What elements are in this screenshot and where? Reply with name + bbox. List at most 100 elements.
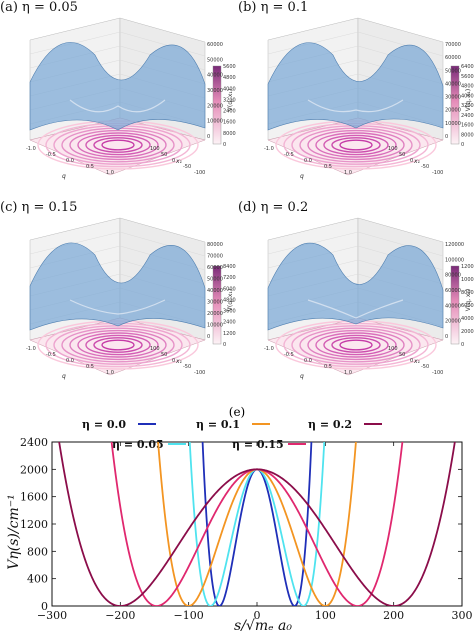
z-axis-label: V(q, x₁) (465, 289, 472, 311)
colorbar-tick-label: 24000 (461, 113, 474, 119)
z-tick-label: 10000 (445, 121, 461, 127)
colorbar-tick-label: 40000 (461, 93, 474, 99)
x-tick-label: 100 (315, 609, 336, 622)
chart-panel-label: (e) (229, 405, 245, 419)
colorbar-tick-label: 60000 (461, 303, 474, 309)
surface-valley-line (307, 99, 404, 113)
x1-tick-label: 50 (161, 152, 167, 158)
contour-line (323, 334, 389, 356)
x1-tick-label: 100 (388, 346, 398, 352)
contour-line (85, 334, 151, 356)
y-tick-label: 2400 (20, 436, 48, 449)
colorbar-tick-label: 64000 (461, 64, 474, 70)
potential-line-chart: (e) η = 0.0η = 0.05η = 0.1η = 0.15η = 0.… (6, 405, 473, 634)
contour-line (339, 339, 373, 351)
z-tick-label: 80000 (207, 242, 223, 248)
q-tick-label: 0.5 (324, 164, 332, 170)
wall-grid-line (267, 231, 359, 255)
contour-line (101, 139, 135, 151)
chart-y-axis-label: Vη(s)/cm⁻¹ (6, 494, 22, 569)
y-tick-label: 400 (27, 573, 48, 586)
q-tick-label: 0.5 (86, 364, 94, 370)
x1-tick-label: -100 (194, 370, 205, 376)
colorbar-tick-label: 80000 (461, 290, 474, 296)
x1-axis-label: x₁ (413, 358, 421, 365)
surface-plot-d: 1200001000008000060000400002000001200001… (264, 217, 474, 380)
contour-line (77, 332, 159, 358)
x1-tick-label: 100 (150, 146, 160, 152)
x-tick-label: −200 (105, 609, 135, 622)
contour-line (101, 339, 135, 351)
wall-grid-line (119, 231, 206, 257)
wall-grid-line (357, 231, 444, 257)
q-tick-label: -1.0 (264, 146, 274, 152)
q-axis-label: q (300, 373, 304, 380)
x-tick-label: −100 (174, 609, 204, 622)
contour-line (307, 129, 405, 161)
z-tick-label: 20000 (445, 319, 461, 325)
z-tick-label: 70000 (445, 42, 461, 48)
colorbar-tick-label: 120000 (461, 264, 474, 270)
z-tick-label: 60000 (207, 265, 223, 271)
colorbar-tick-label: 8000 (223, 131, 236, 137)
colorbar-tick-label: 32000 (461, 103, 474, 109)
x1-tick-label: 50 (161, 352, 167, 358)
x1-tick-label: -50 (421, 364, 429, 370)
colorbar-tick-label: 24000 (223, 320, 236, 326)
colorbar-tick-label: 84000 (223, 264, 236, 270)
x-tick-label: −300 (37, 609, 67, 622)
contour-line (61, 327, 175, 363)
surface-figure-b: 6400056000480004000032000240001600080000… (264, 17, 474, 180)
surface-plot-c: 8400072000600004800036000240001200008000… (26, 217, 236, 380)
z-tick-label: 0 (207, 134, 210, 140)
colorbar-tick-label: 36000 (223, 309, 236, 315)
chart-plot-area: −300 −200 −100 0 100 200 300 0 400 800 1200 1600 200… (20, 436, 473, 622)
contour-line (339, 139, 373, 151)
x-tick-label: 200 (383, 609, 404, 622)
q-tick-label: 0.0 (304, 358, 312, 364)
chart-x-axis-label: s/√mₑ a₀ (234, 618, 292, 634)
q-tick-label: 1.0 (344, 170, 352, 176)
q-tick-label: 1.0 (106, 370, 114, 376)
x1-tick-label: 0 (172, 358, 175, 364)
potential-surface (267, 42, 444, 131)
colorbar (212, 265, 222, 345)
colorbar-tick-label: 56000 (223, 64, 236, 70)
contour-line (331, 137, 381, 153)
colorbar-tick-label: 32000 (223, 97, 236, 103)
surface-valley-line (69, 299, 166, 315)
x-tick-label: 0 (254, 609, 261, 622)
contour-line (323, 134, 389, 156)
z-tick-label: 40000 (207, 288, 223, 294)
q-axis-label: q (62, 173, 66, 180)
colorbar-tick-label: 24000 (223, 109, 236, 115)
colorbar-tick-label: 48000 (461, 84, 474, 90)
colorbar-tick-label: 20000 (461, 329, 474, 335)
z-tick-label: 40000 (445, 81, 461, 87)
colorbar-tick-label: 72000 (223, 275, 236, 281)
z-tick-label: 0 (445, 134, 448, 140)
y-tick-label: 2000 (20, 463, 48, 476)
surface-plot-a: 5600048000400003200024000160008000060000… (26, 17, 236, 180)
q-axis-label: q (300, 173, 304, 180)
q-tick-label: -0.5 (46, 352, 56, 358)
surface-panel-b: (b) η = 0.1 6400056000480004000032000240… (238, 0, 474, 198)
surface-panel-c: (c) η = 0.15 840007200060000480003600024… (0, 200, 236, 398)
x1-tick-label: 0 (410, 358, 413, 364)
surface-valley-line (307, 299, 404, 319)
x1-axis-label: x₁ (413, 158, 421, 165)
plot-frame (51, 441, 463, 607)
contour-line (291, 325, 421, 365)
colorbar (212, 65, 222, 145)
q-tick-label: 0.0 (66, 358, 74, 364)
x1-tick-label: 0 (410, 158, 413, 164)
y-tick-label: 1600 (20, 491, 48, 504)
colorbar (450, 265, 460, 345)
panel-label-a: (a) η = 0.05 (0, 0, 78, 15)
q-tick-label: -0.5 (46, 152, 56, 158)
x1-axis-label: x₁ (175, 358, 183, 365)
contour-line (69, 329, 167, 361)
panel-label-d: (d) η = 0.2 (238, 200, 309, 215)
z-tick-label: 120000 (445, 242, 464, 248)
x1-axis-label: x₁ (175, 158, 183, 165)
